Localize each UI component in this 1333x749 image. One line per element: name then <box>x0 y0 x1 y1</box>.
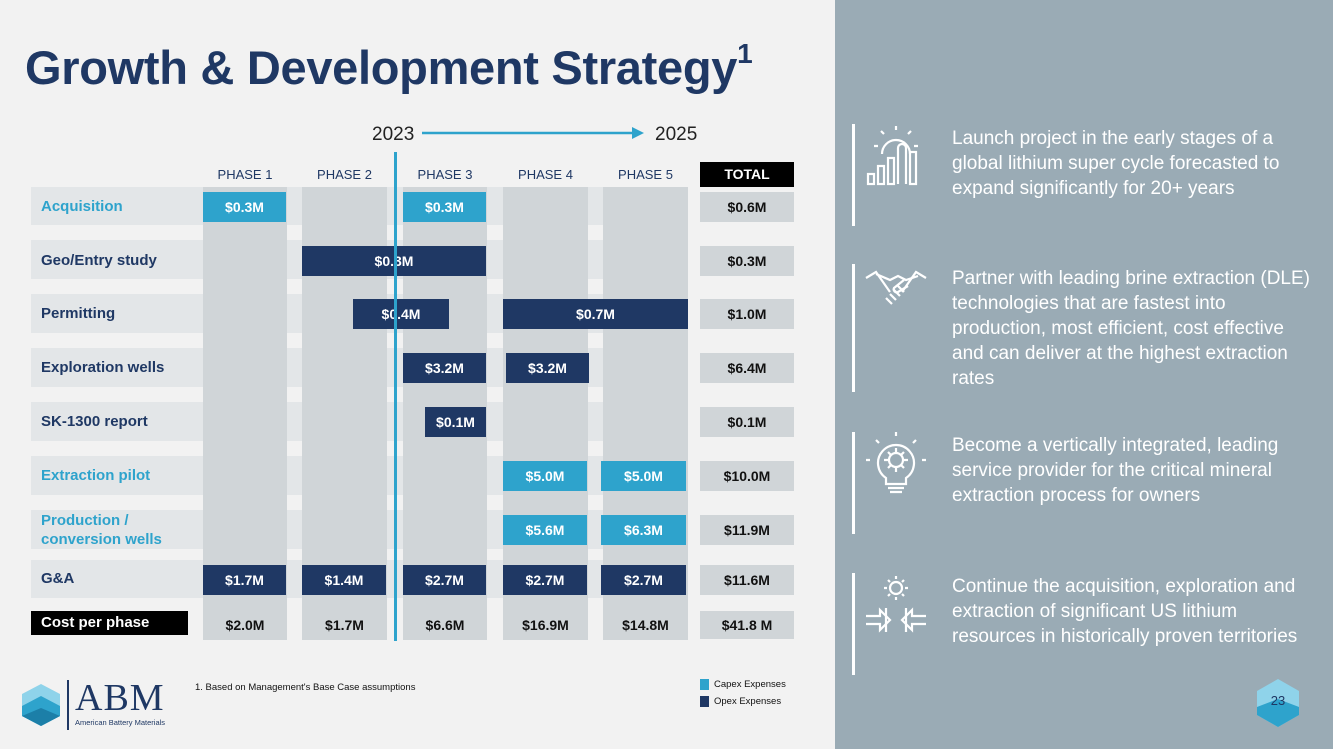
cost-phase-5: $14.8M <box>603 611 688 639</box>
cost-per-phase-label: Cost per phase <box>31 611 188 635</box>
phase-header: PHASE 5 <box>618 167 673 182</box>
row-label-exploration-wells: Exploration wells <box>41 359 165 376</box>
row-label-acquisition: Acquisition <box>41 198 123 215</box>
logo-text: ABM <box>75 677 165 719</box>
row-label-extraction-pilot: Extraction pilot <box>41 467 151 484</box>
logo-hexagon-icon <box>22 684 60 726</box>
row-label-permitting: Permitting <box>41 305 116 322</box>
bar-permitting-b: $0.7M <box>503 299 688 329</box>
strategy-point-text: Become a vertically integrated, leading … <box>952 435 1279 506</box>
row-label-production-conversion-wells: Production / conversion wells <box>41 512 162 548</box>
cost-phase-3: $6.6M <box>403 611 487 639</box>
current-date-marker <box>394 152 397 641</box>
growth-gear-chart-icon <box>866 126 918 186</box>
logo-divider <box>67 680 69 730</box>
footnote: 1. Based on Management's Base Case assum… <box>195 682 416 693</box>
page-number-hexagon-icon <box>1257 679 1299 727</box>
cost-total: $41.8 M <box>700 611 794 639</box>
bar-exploration-phase-3: $3.2M <box>403 353 486 383</box>
total-sk-1300-report: $0.1M <box>700 407 794 437</box>
strategy-point-text: Continue the acquisition, exploration an… <box>952 576 1298 647</box>
strategy-point-text: Launch project in the early stages of a … <box>952 128 1280 199</box>
bar-acquisition-phase-3: $0.3M <box>403 192 486 222</box>
phase-header: PHASE 2 <box>317 167 372 182</box>
lightbulb-gear-icon <box>866 432 926 494</box>
total-extraction-pilot: $10.0M <box>700 461 794 491</box>
legend-capex: Capex Expenses <box>700 679 786 690</box>
bar-g-and-a-phase-3: $2.7M <box>403 565 486 595</box>
phase-column <box>503 187 588 640</box>
phase-column <box>203 187 287 640</box>
divider-rule <box>852 264 855 392</box>
bar-extraction-pilot-phase-4: $5.0M <box>503 461 587 491</box>
logo-tagline: American Battery Materials <box>75 718 166 727</box>
bar-permitting-a: $0.4M <box>353 299 449 329</box>
timeline-arrow-icon <box>422 127 644 139</box>
cost-phase-2: $1.7M <box>302 611 387 639</box>
bar-sk-1300-report: $0.1M <box>425 407 486 437</box>
total-g-and-a: $11.6M <box>700 565 794 595</box>
bar-production-phase-5: $6.3M <box>601 515 686 545</box>
page-title: Growth & Development Strategy1 <box>25 38 753 94</box>
strategy-point-text: Partner with leading brine extraction (D… <box>952 268 1311 389</box>
total-acquisition: $0.6M <box>700 192 794 222</box>
phase-header: PHASE 1 <box>217 167 273 182</box>
bar-production-phase-4: $5.6M <box>503 515 587 545</box>
bar-g-and-a-phase-1: $1.7M <box>203 565 286 595</box>
divider-rule <box>852 124 855 226</box>
bar-g-and-a-phase-4: $2.7M <box>503 565 587 595</box>
legend-swatch-capex <box>700 679 709 690</box>
row-label-sk-1300-report: SK-1300 report <box>41 413 148 430</box>
total-production-conversion-wells: $11.9M <box>700 515 794 545</box>
cost-phase-1: $2.0M <box>203 611 287 639</box>
legend-opex: Opex Expenses <box>700 696 781 707</box>
total-header: TOTAL <box>700 162 794 187</box>
divider-rule <box>852 432 855 534</box>
phase-header: PHASE 4 <box>518 167 573 182</box>
phase-column <box>603 187 688 640</box>
bar-g-and-a-phase-5: $2.7M <box>601 565 686 595</box>
handshake-icon <box>865 270 927 305</box>
phase-header: PHASE 3 <box>417 167 473 182</box>
process-gear-arrows-icon <box>866 576 926 633</box>
total-permitting: $1.0M <box>700 299 794 329</box>
total-geo-entry-study: $0.3M <box>700 246 794 276</box>
divider-rule <box>852 573 855 675</box>
total-exploration-wells: $6.4M <box>700 353 794 383</box>
bar-acquisition-phase-1: $0.3M <box>203 192 286 222</box>
cost-phase-4: $16.9M <box>503 611 588 639</box>
bar-g-and-a-phase-2: $1.4M <box>302 565 386 595</box>
timeline-start-year: 2023 <box>372 124 415 145</box>
page-number: 23 <box>1270 693 1286 708</box>
legend-swatch-opex <box>700 696 709 707</box>
row-label-g-and-a: G&A <box>41 570 75 587</box>
bar-extraction-pilot-phase-5: $5.0M <box>601 461 686 491</box>
row-label-geo-entry-study: Geo/Entry study <box>41 252 157 269</box>
bar-exploration-phase-4: $3.2M <box>506 353 589 383</box>
timeline-end-year: 2025 <box>655 124 698 145</box>
